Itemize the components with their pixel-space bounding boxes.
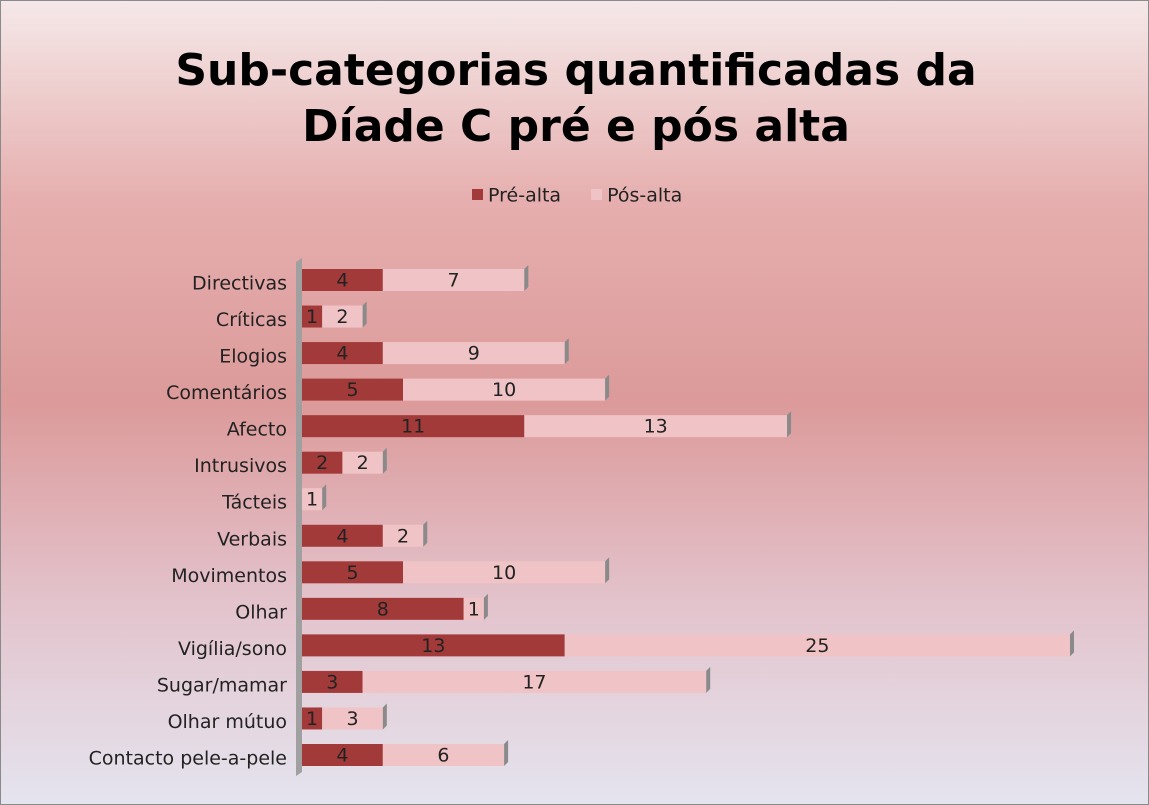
bar-edge xyxy=(382,447,387,474)
legend-swatch xyxy=(591,189,603,200)
bar xyxy=(302,415,525,438)
bar xyxy=(403,378,606,401)
bar xyxy=(382,524,424,547)
bar xyxy=(564,634,1070,657)
bar xyxy=(382,269,525,291)
bar xyxy=(302,524,383,547)
y-tick-label: Afecto xyxy=(227,419,287,441)
bar xyxy=(302,634,565,657)
bar xyxy=(382,342,565,365)
data-label: 13 xyxy=(421,635,445,657)
data-label: 4 xyxy=(336,525,348,547)
bar xyxy=(322,707,383,730)
data-label: 3 xyxy=(346,708,358,730)
data-label: 1 xyxy=(468,598,480,620)
data-label: 6 xyxy=(437,745,449,767)
bar-edge xyxy=(706,666,711,693)
bar xyxy=(302,561,404,584)
bar xyxy=(463,597,484,620)
bar xyxy=(302,269,383,291)
data-label: 2 xyxy=(336,306,348,328)
bar xyxy=(362,670,707,693)
bar-edge xyxy=(564,338,569,365)
bar xyxy=(302,744,383,766)
bar xyxy=(322,305,363,328)
data-label: 5 xyxy=(346,562,358,584)
bar-edge xyxy=(524,265,529,291)
bar xyxy=(302,488,323,511)
bar-edge xyxy=(605,374,610,401)
y-tick-label: Críticas xyxy=(216,309,287,331)
bar xyxy=(302,670,363,693)
y-tick-label: Tácteis xyxy=(221,492,287,514)
y-tick-label: Comentários xyxy=(166,382,287,404)
data-label: 11 xyxy=(401,416,425,438)
y-tick-label: Elogios xyxy=(219,346,287,368)
chart-title: Sub-categorias quantificadas da Díade C … xyxy=(175,45,977,152)
bar-edge xyxy=(382,703,387,730)
y-tick-label: Olhar xyxy=(235,601,287,623)
bar xyxy=(302,707,323,730)
bar xyxy=(302,451,343,474)
y-tick-label: Olhar mútuo xyxy=(168,711,287,733)
data-label: 10 xyxy=(492,562,516,584)
data-label: 10 xyxy=(492,379,516,401)
bar-edge xyxy=(362,301,367,328)
y-tick-label: Directivas xyxy=(192,273,287,295)
bar-edge xyxy=(483,593,488,620)
axis-wall xyxy=(296,258,302,776)
bar-edge xyxy=(787,411,792,438)
data-label: 4 xyxy=(336,270,348,292)
bar-edge xyxy=(1070,630,1074,657)
data-label: 25 xyxy=(805,635,829,657)
data-label: 17 xyxy=(522,671,546,693)
data-label: 2 xyxy=(316,452,328,474)
bar-edge xyxy=(423,520,428,547)
data-label: 3 xyxy=(326,671,338,693)
data-label: 4 xyxy=(336,343,348,365)
bar xyxy=(382,744,505,766)
data-label: 7 xyxy=(448,270,460,292)
y-tick-label: Movimentos xyxy=(171,565,287,587)
y-tick-label: Verbais xyxy=(217,528,287,550)
bar xyxy=(302,378,404,401)
data-label: 4 xyxy=(336,745,348,767)
bar xyxy=(302,305,323,328)
legend-label: Pré-alta xyxy=(488,185,561,207)
y-tick-label: Sugar/mamar xyxy=(157,674,287,696)
data-label: 2 xyxy=(357,452,369,474)
legend-label: Pós-alta xyxy=(607,185,682,207)
y-tick-label: Intrusivos xyxy=(194,455,287,477)
data-label: 2 xyxy=(397,525,409,547)
data-label: 8 xyxy=(377,598,389,620)
bar xyxy=(524,415,788,438)
legend-swatch xyxy=(472,189,483,200)
y-tick-label: Contacto pele-a-pele xyxy=(89,748,287,770)
data-label: 13 xyxy=(644,416,668,438)
data-label: 1 xyxy=(306,489,318,511)
y-tick-label: Vigília/sono xyxy=(178,638,287,660)
bar xyxy=(342,451,383,474)
bar xyxy=(403,561,606,584)
bar-edge xyxy=(322,484,327,511)
data-label: 1 xyxy=(306,306,318,328)
bar-edge xyxy=(504,740,509,766)
bar xyxy=(302,597,464,620)
data-label: 5 xyxy=(346,379,358,401)
data-label: 1 xyxy=(306,708,318,730)
data-label: 9 xyxy=(468,343,480,365)
bar-edge xyxy=(605,557,610,584)
bar xyxy=(302,342,383,365)
